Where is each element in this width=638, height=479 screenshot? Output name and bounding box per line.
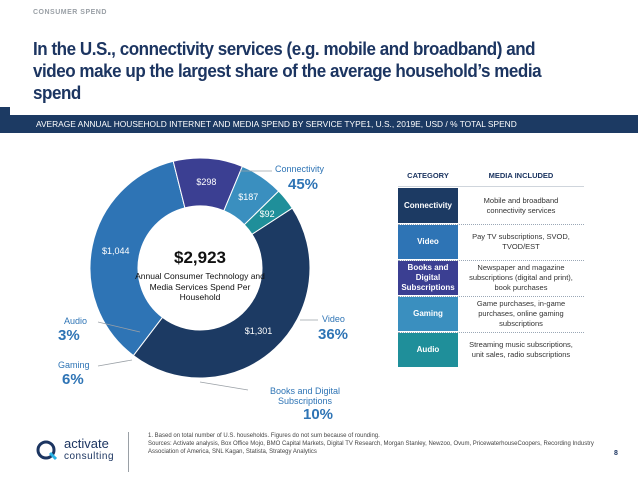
- donut-slice-connectivity: [132, 207, 311, 379]
- slice-value-books-and-digital-subscriptions: $298: [196, 177, 217, 188]
- total-spend-description: Annual Consumer Technology and Media Ser…: [135, 271, 265, 302]
- category-label-gaming: Gaming: [58, 360, 90, 370]
- footnote-1: 1. Based on total number of U.S. househo…: [148, 433, 380, 439]
- category-label-connectivity: Connectivity: [275, 164, 325, 174]
- table-row: Gaming Game purchases, in-game purchases,…: [398, 296, 584, 331]
- slice-value-gaming: $187: [238, 191, 259, 202]
- row-category: Audio: [398, 333, 458, 367]
- accent-bar: [0, 107, 10, 115]
- category-label-video: Video: [322, 314, 345, 324]
- footnote-sources: Sources: Activate analysis, Box Office M…: [148, 441, 594, 455]
- donut-center: $2,923 Annual Consumer Technology and Me…: [135, 248, 265, 303]
- activate-logo: activate consulting: [36, 437, 114, 463]
- page-number: 8: [614, 450, 618, 457]
- leader-line-audio: [97, 321, 141, 333]
- category-percent-gaming: 6%: [62, 371, 84, 388]
- category-percent-connectivity: 45%: [288, 176, 319, 193]
- header-media-included: MEDIA INCLUDED: [488, 171, 554, 180]
- activate-logo-icon: [36, 440, 58, 461]
- leader-line-gaming: [97, 359, 133, 367]
- row-category: Gaming: [398, 297, 458, 331]
- row-media-included: Streaming music subscriptions, unit sale…: [469, 340, 573, 359]
- chart-subtitle-bar: AVERAGE ANNUAL HOUSEHOLD INTERNET AND ME…: [0, 115, 638, 133]
- footnotes: 1. Based on total number of U.S. househo…: [148, 432, 598, 456]
- category-percent-video: 36%: [318, 326, 349, 343]
- category-percent-books-and-digital-subscriptions: 10%: [303, 406, 334, 423]
- total-spend-value: $2,923: [174, 248, 226, 267]
- header-category: CATEGORY: [407, 171, 449, 180]
- row-media-included: Game purchases, in-game purchases, onlin…: [476, 299, 566, 328]
- row-category: Books and Digital Subscriptions: [398, 261, 458, 295]
- row-category: Video: [398, 225, 458, 259]
- donut-svg: [89, 157, 318, 391]
- row-media-included: Newspaper and magazine subscriptions (di…: [469, 263, 573, 292]
- page-title: In the U.S., connectivity services (e.g.…: [33, 38, 542, 103]
- category-table: CATEGORY MEDIA INCLUDED Connectivity Mobi…: [398, 165, 584, 367]
- row-media-included: Pay TV subscriptions, SVOD, TVOD/EST: [472, 232, 570, 251]
- donut-slice-video: [89, 160, 186, 357]
- table-header: CATEGORY MEDIA INCLUDED: [398, 165, 584, 187]
- row-category: Connectivity: [398, 188, 458, 223]
- row-media-included: Mobile and broadband connectivity servic…: [483, 195, 559, 215]
- donut-slice-audio: [243, 190, 293, 235]
- table-body: Connectivity Mobile and broadband connect…: [398, 188, 584, 367]
- table-row: Books and Digital Subscriptions Newspaper…: [398, 260, 584, 295]
- slice-value-audio: $92: [259, 209, 275, 220]
- footer-divider: [128, 432, 129, 472]
- donut-chart: $2,923 Annual Consumer Technology and Me…: [0, 138, 380, 428]
- eyebrow-label: CONSUMER SPEND: [33, 9, 107, 16]
- category-label-audio: Audio: [64, 316, 88, 326]
- category-percent-audio: 3%: [58, 327, 80, 344]
- category-label-books-and-digital-subscriptions: Books and Digital Subscriptions: [269, 386, 341, 406]
- table-row: Connectivity Mobile and broadband connect…: [398, 188, 584, 223]
- slice-value-video: $1,044: [101, 245, 130, 256]
- logo-main-text: activate: [64, 436, 109, 451]
- table-row: Video Pay TV subscriptions, SVOD, TVOD/ES…: [398, 224, 584, 259]
- logo-sub-text: consulting: [64, 451, 115, 462]
- slice-value-connectivity: $1,301: [244, 326, 273, 337]
- table-row: Audio Streaming music subscriptions, unit…: [398, 332, 584, 367]
- leader-line-books-and-digital-subscriptions: [199, 381, 249, 391]
